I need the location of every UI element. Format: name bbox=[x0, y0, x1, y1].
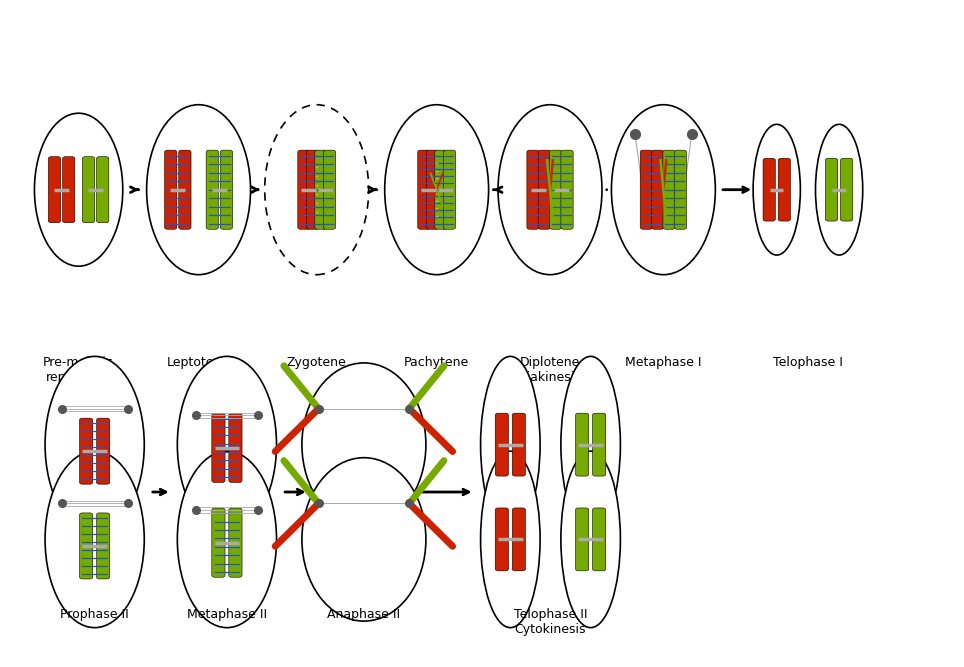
FancyBboxPatch shape bbox=[640, 150, 653, 229]
FancyBboxPatch shape bbox=[63, 157, 75, 223]
FancyBboxPatch shape bbox=[96, 418, 110, 484]
Ellipse shape bbox=[481, 451, 540, 628]
FancyBboxPatch shape bbox=[443, 150, 456, 229]
FancyBboxPatch shape bbox=[763, 158, 775, 221]
FancyBboxPatch shape bbox=[417, 150, 430, 229]
FancyBboxPatch shape bbox=[206, 150, 219, 229]
Ellipse shape bbox=[45, 356, 145, 533]
FancyBboxPatch shape bbox=[426, 150, 439, 229]
Ellipse shape bbox=[753, 124, 800, 255]
FancyBboxPatch shape bbox=[315, 150, 327, 229]
FancyBboxPatch shape bbox=[96, 513, 110, 579]
Ellipse shape bbox=[498, 105, 602, 275]
FancyBboxPatch shape bbox=[307, 150, 318, 229]
Ellipse shape bbox=[147, 105, 251, 275]
FancyBboxPatch shape bbox=[527, 150, 539, 229]
Ellipse shape bbox=[385, 105, 489, 275]
Text: Anaphase II: Anaphase II bbox=[328, 608, 400, 621]
FancyBboxPatch shape bbox=[495, 508, 508, 571]
FancyBboxPatch shape bbox=[178, 150, 191, 229]
Text: Leptotene: Leptotene bbox=[167, 356, 230, 370]
FancyBboxPatch shape bbox=[778, 158, 790, 221]
FancyBboxPatch shape bbox=[561, 150, 574, 229]
FancyBboxPatch shape bbox=[825, 158, 838, 221]
Ellipse shape bbox=[265, 105, 368, 275]
Text: Prophase II: Prophase II bbox=[61, 608, 129, 621]
Ellipse shape bbox=[302, 458, 426, 621]
FancyBboxPatch shape bbox=[435, 150, 447, 229]
FancyBboxPatch shape bbox=[323, 150, 335, 229]
Ellipse shape bbox=[481, 356, 540, 533]
FancyBboxPatch shape bbox=[593, 413, 605, 476]
FancyBboxPatch shape bbox=[549, 150, 562, 229]
FancyBboxPatch shape bbox=[228, 508, 242, 577]
Text: Pre-meiotic
replication: Pre-meiotic replication bbox=[43, 356, 114, 384]
FancyBboxPatch shape bbox=[576, 413, 589, 476]
Ellipse shape bbox=[35, 113, 122, 266]
FancyBboxPatch shape bbox=[576, 508, 589, 571]
FancyBboxPatch shape bbox=[96, 157, 109, 223]
Ellipse shape bbox=[302, 363, 426, 526]
Ellipse shape bbox=[561, 356, 621, 533]
FancyBboxPatch shape bbox=[674, 150, 686, 229]
Ellipse shape bbox=[45, 451, 145, 628]
FancyBboxPatch shape bbox=[593, 508, 605, 571]
Text: Telophase I: Telophase I bbox=[773, 356, 843, 370]
FancyBboxPatch shape bbox=[212, 508, 225, 577]
FancyBboxPatch shape bbox=[538, 150, 550, 229]
Ellipse shape bbox=[177, 356, 277, 533]
FancyBboxPatch shape bbox=[663, 150, 675, 229]
FancyBboxPatch shape bbox=[48, 157, 61, 223]
Text: Pachytene: Pachytene bbox=[404, 356, 469, 370]
FancyBboxPatch shape bbox=[228, 414, 242, 482]
Text: Diplotene
Diakinesis: Diplotene Diakinesis bbox=[518, 356, 582, 384]
Ellipse shape bbox=[611, 105, 715, 275]
FancyBboxPatch shape bbox=[165, 150, 176, 229]
FancyBboxPatch shape bbox=[512, 508, 525, 571]
Text: Zygotene: Zygotene bbox=[287, 356, 346, 370]
FancyBboxPatch shape bbox=[82, 157, 94, 223]
FancyBboxPatch shape bbox=[212, 414, 225, 482]
FancyBboxPatch shape bbox=[80, 418, 93, 484]
Ellipse shape bbox=[561, 451, 621, 628]
Text: Metaphase I: Metaphase I bbox=[625, 356, 702, 370]
FancyBboxPatch shape bbox=[652, 150, 664, 229]
Text: Telophase II
Cytokinesis: Telophase II Cytokinesis bbox=[514, 608, 587, 636]
FancyBboxPatch shape bbox=[80, 513, 93, 579]
FancyBboxPatch shape bbox=[221, 150, 232, 229]
Ellipse shape bbox=[177, 451, 277, 628]
Ellipse shape bbox=[816, 124, 863, 255]
Text: Metaphase II: Metaphase II bbox=[187, 608, 267, 621]
FancyBboxPatch shape bbox=[298, 150, 310, 229]
FancyBboxPatch shape bbox=[841, 158, 853, 221]
FancyBboxPatch shape bbox=[512, 413, 525, 476]
FancyBboxPatch shape bbox=[495, 413, 508, 476]
